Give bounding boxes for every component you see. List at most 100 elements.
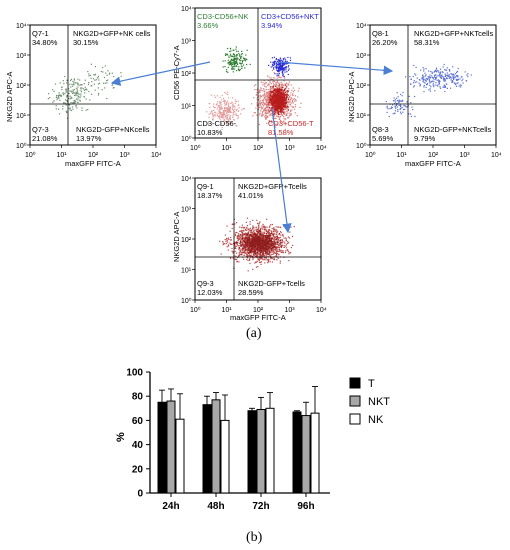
event-dot — [279, 110, 281, 112]
event-dot — [256, 241, 258, 243]
event-dot — [67, 97, 70, 99]
event-dot — [281, 99, 283, 101]
event-dot — [221, 112, 223, 114]
event-dot — [432, 77, 434, 79]
event-dot — [284, 111, 286, 114]
event-dot — [224, 112, 226, 114]
y-tick-label: 10³ — [181, 207, 192, 214]
event-dot — [273, 93, 275, 95]
event-dot — [85, 98, 87, 100]
bar-NKT-96h — [301, 415, 311, 494]
event-dot — [457, 75, 459, 77]
event-dot — [222, 244, 224, 246]
event-dot — [235, 57, 237, 59]
event-dot — [253, 254, 255, 256]
event-dot — [429, 88, 431, 90]
event-dot — [231, 97, 234, 99]
event-dot — [275, 112, 278, 114]
event-dot — [258, 243, 260, 245]
event-dot — [258, 244, 260, 246]
event-dot — [253, 112, 255, 114]
event-dot — [72, 102, 74, 104]
event-dot — [271, 65, 274, 67]
event-dot — [262, 223, 264, 225]
event-dot — [273, 92, 275, 94]
event-dot — [272, 230, 274, 233]
event-dot — [247, 235, 249, 237]
event-dot — [254, 262, 256, 264]
event-dot — [236, 58, 238, 60]
event-dot — [90, 63, 92, 65]
event-dot — [232, 58, 234, 60]
event-dot — [255, 94, 257, 96]
event-dot — [227, 113, 229, 116]
event-dot — [285, 251, 287, 254]
event-dot — [79, 79, 81, 81]
event-dot — [240, 57, 242, 59]
event-dot — [268, 83, 270, 85]
event-dot — [274, 96, 276, 99]
event-dot — [265, 257, 267, 259]
event-dot — [239, 226, 241, 228]
event-dot — [455, 84, 457, 86]
event-dot — [275, 109, 278, 111]
cb-q3-name: Q9-3 — [197, 279, 214, 288]
event-dot — [227, 241, 229, 243]
event-dot — [260, 96, 262, 98]
event-dot — [273, 109, 275, 112]
event-dot — [258, 238, 260, 240]
event-dot — [398, 101, 400, 103]
event-dot — [266, 99, 268, 101]
event-dot — [262, 84, 264, 86]
y-tick-label: 10⁴ — [356, 23, 367, 30]
event-dot — [279, 88, 281, 90]
event-dot — [223, 243, 225, 245]
event-dot — [263, 233, 265, 235]
event-dot — [405, 106, 407, 108]
event-dot — [283, 110, 285, 112]
event-dot — [274, 103, 276, 105]
event-dot — [398, 102, 400, 104]
event-dot — [272, 87, 274, 89]
event-dot — [258, 229, 260, 231]
event-dot — [273, 239, 275, 241]
event-dot — [55, 108, 57, 110]
event-dot — [278, 91, 280, 93]
event-dot — [390, 106, 393, 108]
event-dot — [270, 95, 272, 97]
event-dot — [261, 111, 263, 113]
event-dot — [242, 252, 244, 254]
event-dot — [265, 250, 267, 252]
figure-a-label: (a) — [246, 326, 262, 341]
event-dot — [271, 101, 273, 103]
event-dot — [229, 107, 231, 109]
event-dot — [279, 92, 281, 94]
event-dot — [287, 91, 289, 93]
y-tick-label: 10⁰ — [356, 142, 367, 150]
event-dot — [239, 55, 241, 57]
event-dot — [271, 237, 273, 239]
event-dot — [263, 242, 265, 244]
event-dot — [260, 263, 262, 265]
event-dot — [258, 226, 260, 228]
event-dot — [425, 77, 427, 80]
event-dot — [228, 111, 230, 113]
bar-y-tick-label: 80 — [132, 392, 144, 403]
event-dot — [285, 95, 288, 97]
event-dot — [276, 104, 278, 106]
event-dot — [281, 63, 284, 65]
event-dot — [229, 242, 231, 244]
event-dot — [270, 78, 272, 80]
event-dot — [262, 101, 264, 103]
event-dot — [259, 229, 261, 231]
event-dot — [280, 91, 282, 93]
event-dot — [284, 91, 286, 93]
event-dot — [231, 65, 233, 67]
event-dot — [274, 95, 276, 97]
event-dot — [282, 93, 284, 95]
event-dot — [248, 241, 250, 243]
event-dot — [252, 227, 254, 229]
event-dot — [275, 104, 277, 106]
event-dot — [434, 70, 436, 72]
event-dot — [238, 247, 240, 249]
